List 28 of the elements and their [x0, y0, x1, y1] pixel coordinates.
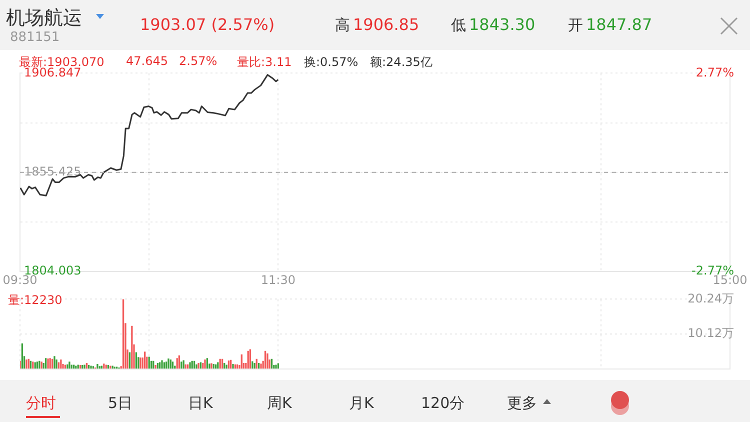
text: 低	[451, 16, 466, 35]
chart-subtitle: 881151	[10, 30, 60, 45]
text: 量比:3.11	[237, 54, 292, 71]
text: 分时	[26, 394, 56, 413]
chart-title: 机场航运	[6, 6, 82, 31]
x-tick-label: 11:30	[260, 272, 296, 287]
text: 更多	[507, 394, 537, 413]
text: 47.645	[126, 54, 168, 68]
text: 月K	[349, 394, 374, 413]
text: 最新:1903.070	[19, 54, 104, 69]
text: 1903.07 (2.57%)	[140, 15, 275, 34]
y-tick-label: 10.12万	[688, 326, 734, 340]
text: 120分	[421, 394, 465, 413]
y-tick-label: 20.24万	[688, 291, 734, 306]
text: 日K	[188, 394, 213, 413]
text: 1843.30	[469, 15, 536, 34]
text: 换:0.57%	[304, 54, 358, 71]
y-tick-label: 1855.425	[24, 164, 82, 179]
text: 2.57%	[179, 54, 218, 68]
text: 开	[568, 16, 583, 35]
text: 额:24.35亿	[370, 54, 432, 71]
text: 高	[335, 16, 350, 35]
text: 5日	[108, 394, 133, 413]
text: 周K	[267, 394, 292, 413]
text: 1847.87	[586, 15, 652, 34]
y2-tick-label: 2.77%	[696, 65, 734, 80]
text: 1906.85	[353, 15, 420, 34]
annotation: 量:12230	[8, 292, 62, 309]
